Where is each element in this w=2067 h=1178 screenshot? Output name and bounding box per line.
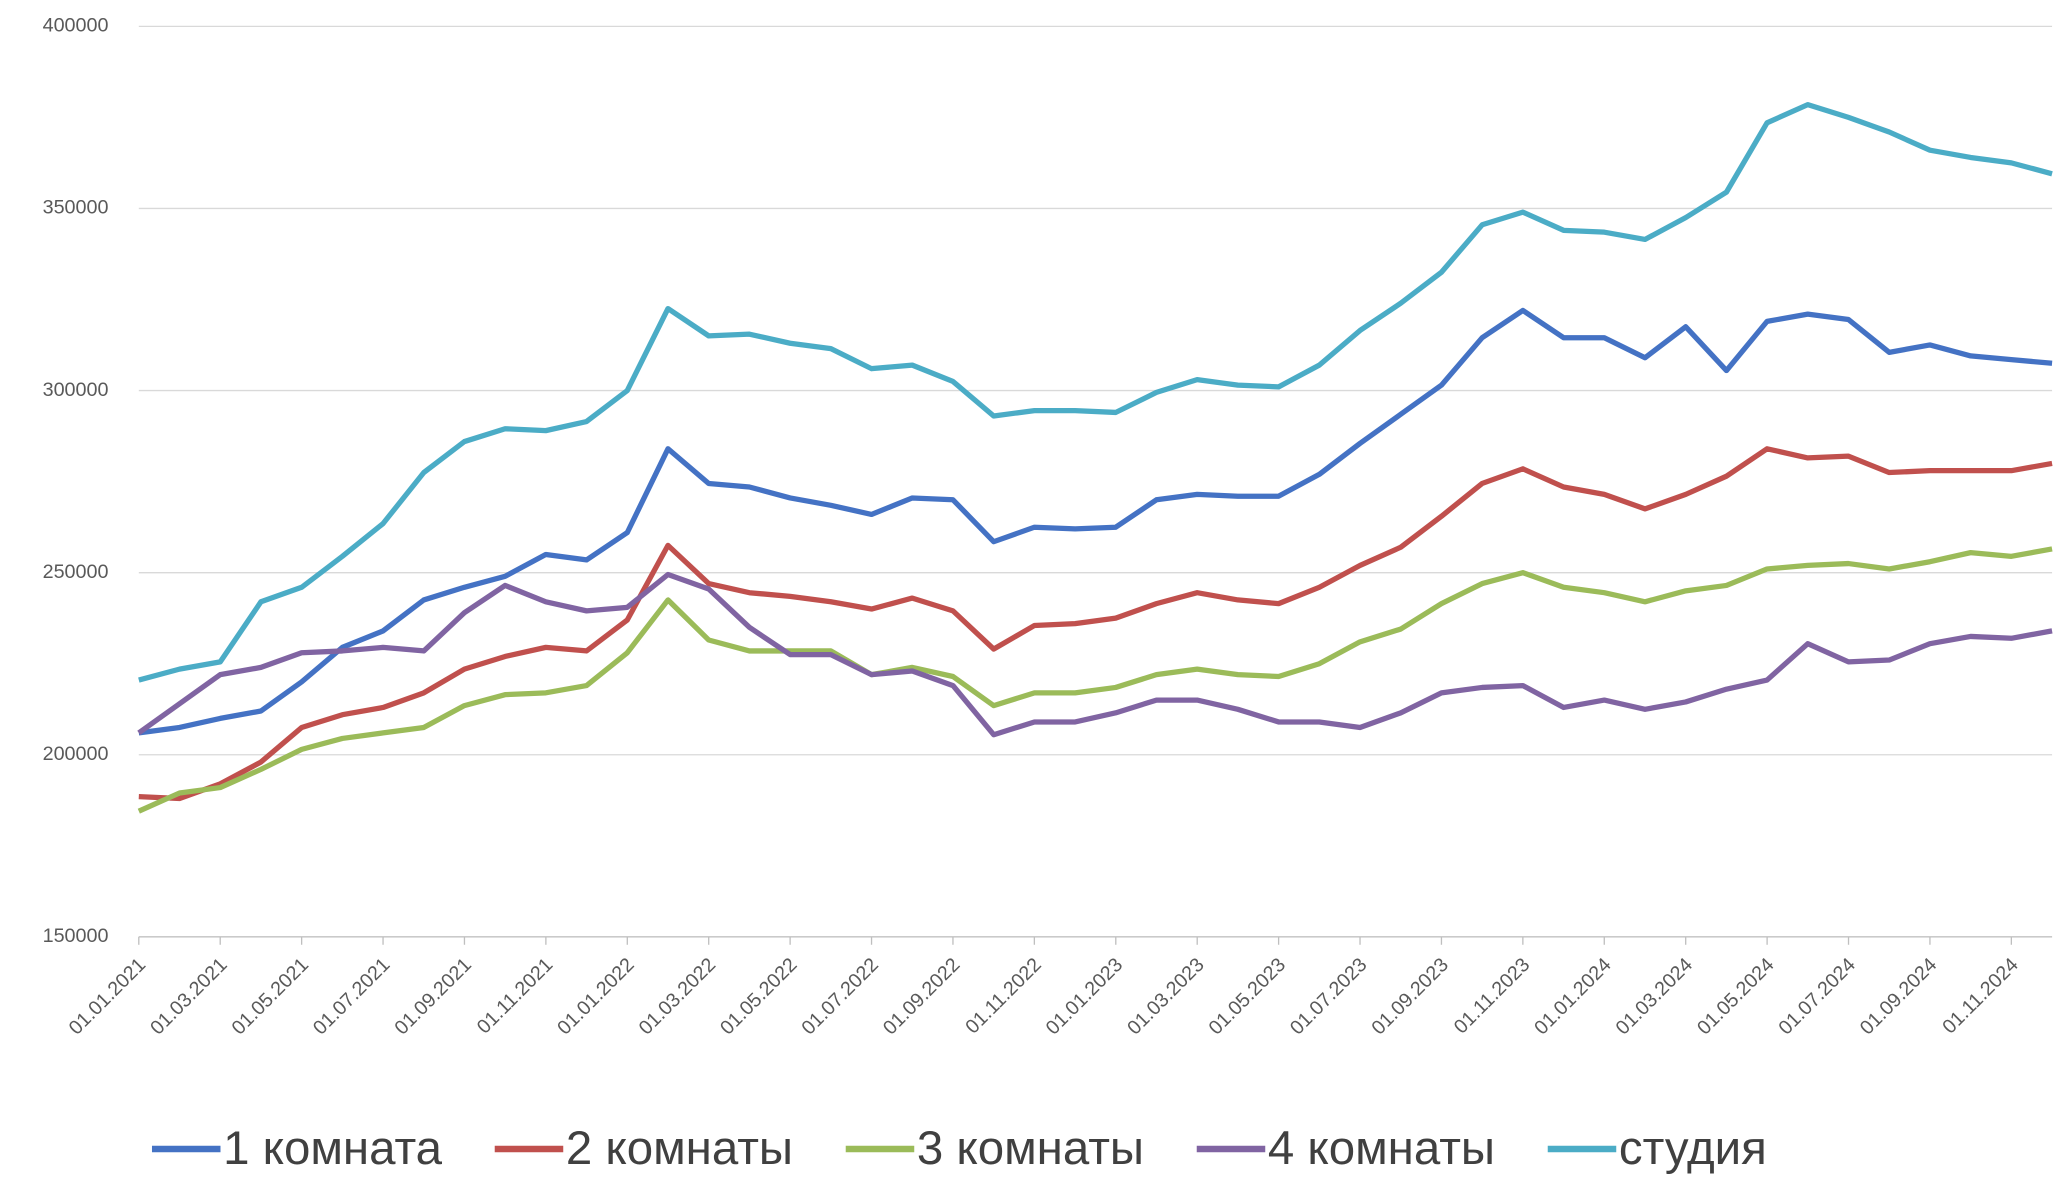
y-tick-label: 150000: [43, 925, 109, 947]
x-tick-label: 01.05.2023: [1205, 954, 1290, 1039]
x-tick-label: 01.01.2022: [553, 954, 638, 1039]
x-tick-label: 01.01.2023: [1042, 954, 1127, 1039]
series-line: [138, 307, 2053, 736]
x-tick-label: 01.11.2022: [961, 954, 1045, 1038]
y-tick-label: 350000: [43, 197, 109, 219]
x-tick-label: 01.03.2023: [1123, 954, 1208, 1039]
legend-label: 4 комнаты: [1268, 1122, 1495, 1175]
legend-label: 3 комнаты: [917, 1122, 1144, 1175]
legend-label: 1 комната: [223, 1122, 443, 1175]
x-tick-label: 01.05.2022: [716, 954, 801, 1039]
series-line: [138, 101, 2053, 683]
y-tick-label: 300000: [43, 379, 109, 401]
series-line: [137, 571, 2053, 738]
x-tick-label: 01.11.2021: [473, 954, 557, 1038]
x-tick-label: 01.01.2024: [1530, 954, 1615, 1039]
x-tick-label: 01.05.2021: [228, 954, 313, 1039]
legend-label: студия: [1619, 1122, 1767, 1175]
x-tick-label: 01.11.2023: [1450, 954, 1534, 1038]
y-tick-label: 400000: [43, 15, 109, 37]
x-tick-label: 01.01.2021: [65, 954, 150, 1039]
x-tick-label: 01.07.2024: [1775, 954, 1860, 1039]
series-line: [138, 446, 2053, 802]
x-tick-label: 01.09.2022: [879, 954, 964, 1039]
x-tick-label: 01.03.2022: [635, 954, 720, 1039]
series-line: [137, 546, 2053, 814]
x-tick-label: 01.05.2024: [1693, 954, 1778, 1039]
x-tick-label: 01.03.2021: [146, 954, 231, 1039]
x-tick-label: 01.07.2022: [798, 954, 883, 1039]
x-tick-label: 01.09.2023: [1367, 954, 1452, 1039]
x-tick-label: 01.09.2021: [390, 954, 475, 1039]
y-tick-label: 250000: [43, 561, 109, 583]
x-tick-label: 01.07.2023: [1286, 954, 1371, 1039]
legend-label: 2 комнаты: [566, 1122, 793, 1175]
x-tick-label: 01.07.2021: [309, 954, 394, 1039]
x-tick-label: 01.03.2024: [1612, 954, 1697, 1039]
y-tick-label: 200000: [43, 743, 109, 765]
x-tick-label: 01.09.2024: [1856, 954, 1941, 1039]
x-tick-label: 01.11.2024: [1938, 954, 2022, 1038]
